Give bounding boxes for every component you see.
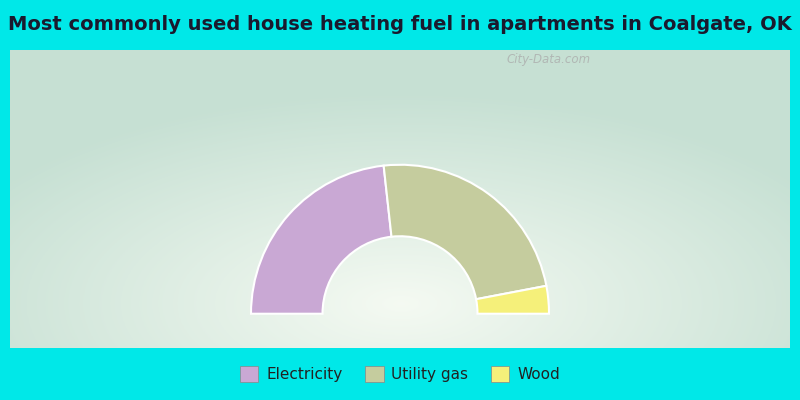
Text: City-Data.com: City-Data.com bbox=[506, 53, 590, 66]
Text: Most commonly used house heating fuel in apartments in Coalgate, OK: Most commonly used house heating fuel in… bbox=[8, 16, 792, 34]
Legend: Electricity, Utility gas, Wood: Electricity, Utility gas, Wood bbox=[234, 360, 566, 388]
Wedge shape bbox=[384, 165, 546, 299]
Wedge shape bbox=[476, 286, 549, 314]
Bar bbox=[790, 50, 800, 348]
Bar bbox=[0, 50, 10, 348]
Wedge shape bbox=[251, 166, 391, 314]
